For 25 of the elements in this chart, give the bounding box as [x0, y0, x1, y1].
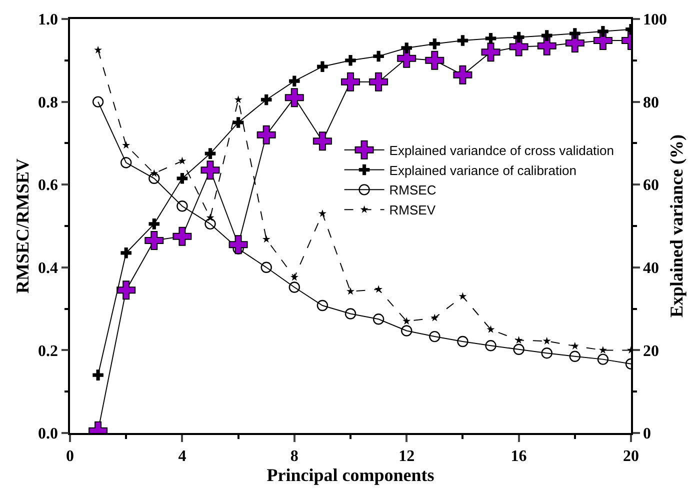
- y2-tick-label: 100: [642, 12, 667, 29]
- y2-axis-title: Explained variance (%): [666, 134, 687, 318]
- y2-tick-label: 0: [642, 426, 651, 443]
- legend-label: Explained variandce of cross validation: [389, 142, 614, 158]
- x-tick-label: 12: [398, 448, 415, 465]
- x-axis-title: Principal components: [266, 464, 434, 485]
- y-tick-label: 0.4: [38, 260, 58, 277]
- x-tick-label: 0: [66, 448, 74, 465]
- y2-tick-label: 80: [642, 94, 659, 112]
- legend-label: Explained variance of calibration: [389, 162, 576, 178]
- y-tick-label: 1.0: [38, 12, 58, 29]
- legend-label: RMSEC: [389, 182, 436, 198]
- y-tick-label: 0.2: [38, 342, 58, 360]
- y2-tick-label: 60: [642, 177, 659, 194]
- x-tick-label: 8: [290, 448, 298, 465]
- x-tick-label: 20: [623, 448, 639, 465]
- y-axis-title: RMSEC/RMSEV: [12, 158, 33, 294]
- y2-tick-label: 40: [642, 260, 659, 277]
- y-tick-label: 0.6: [38, 177, 58, 194]
- y-tick-label: 0.8: [38, 94, 58, 112]
- y2-tick-label: 20: [642, 342, 659, 360]
- x-tick-label: 16: [510, 448, 527, 465]
- x-tick-label: 4: [178, 448, 186, 465]
- legend-label: RMSEV: [389, 202, 436, 218]
- y-tick-label: 0.0: [38, 426, 58, 443]
